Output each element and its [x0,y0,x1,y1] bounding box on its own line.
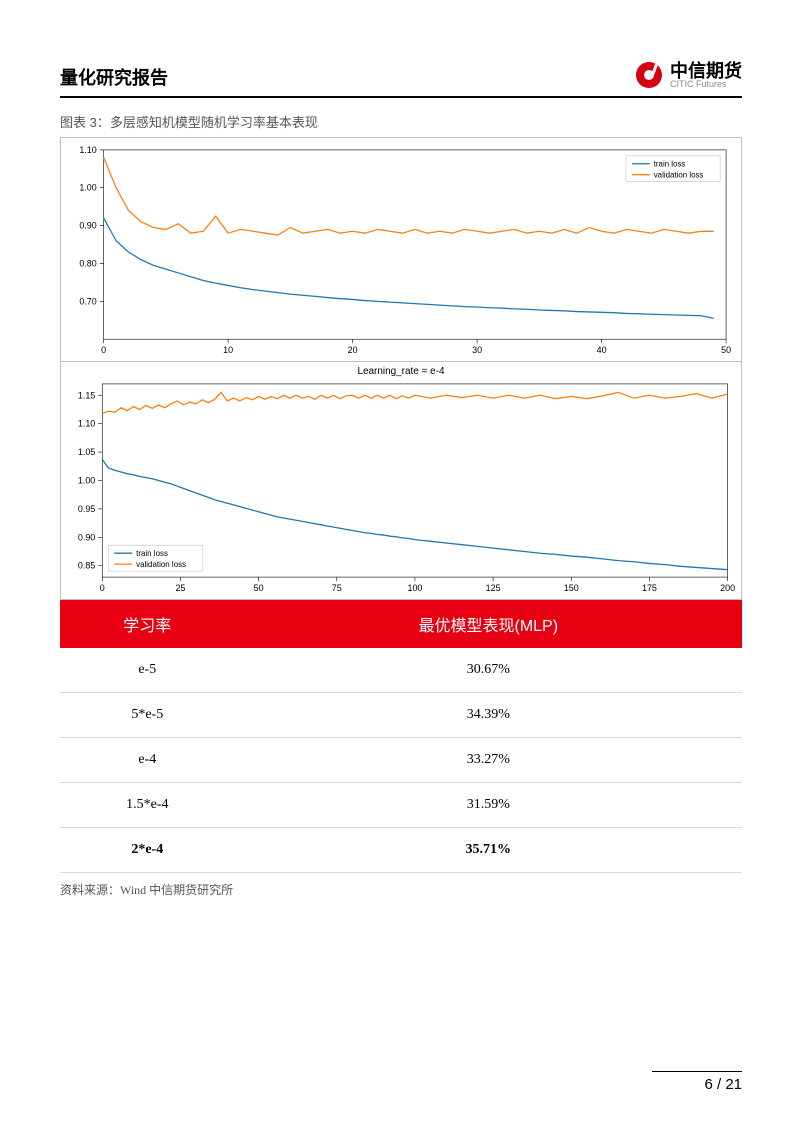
table-row: 2*e-435.71% [60,828,742,873]
chart-2: Learning_rate = e-4 0.85 0.90 0.95 1.00 1.05 1… [60,362,742,600]
svg-text:100: 100 [407,583,422,593]
logo-icon [634,60,664,90]
table-cell: 31.59% [235,783,742,828]
table-header-cell: 学习率 [60,600,235,648]
source-note: 资料来源：Wind 中信期货研究所 [60,881,742,898]
logo-en: CITIC Futures [670,80,742,89]
svg-text:25: 25 [175,583,185,593]
page-total: 21 [725,1076,742,1093]
svg-text:1.15: 1.15 [78,390,95,400]
svg-text:40: 40 [597,345,607,355]
svg-text:175: 175 [642,583,657,593]
svg-text:validation loss: validation loss [136,560,186,569]
svg-text:125: 125 [486,583,501,593]
svg-text:1.10: 1.10 [78,419,95,429]
svg-text:0.85: 0.85 [78,561,95,571]
svg-text:10: 10 [223,345,233,355]
brand-logo: 中信期货 CITIC Futures [634,60,742,90]
table-cell: e-4 [60,738,235,783]
svg-text:0.70: 0.70 [79,296,96,306]
table-cell: e-5 [60,648,235,693]
svg-text:0.95: 0.95 [78,504,95,514]
svg-text:1.00: 1.00 [78,475,95,485]
svg-text:0.90: 0.90 [78,532,95,542]
figure-caption: 图表 3：多层感知机模型随机学习率基本表现 [60,112,742,131]
svg-text:0: 0 [101,345,106,355]
svg-text:train loss: train loss [654,160,686,169]
svg-text:75: 75 [332,583,342,593]
table-cell: 5*e-5 [60,693,235,738]
svg-text:1.00: 1.00 [79,183,96,193]
page-header: 量化研究报告 中信期货 CITIC Futures [60,60,742,98]
svg-text:50: 50 [721,345,731,355]
chart-1: 0.70 0.80 0.90 1.00 1.10 0 10 20 30 40 50 train los… [60,137,742,362]
svg-text:1.05: 1.05 [78,447,95,457]
table-row: 1.5*e-431.59% [60,783,742,828]
page-number: 6 / 21 [652,1071,742,1093]
page-current: 6 [704,1076,712,1093]
table-cell: 30.67% [235,648,742,693]
svg-text:20: 20 [348,345,358,355]
svg-text:30: 30 [472,345,482,355]
svg-text:0: 0 [100,583,105,593]
table-row: 5*e-534.39% [60,693,742,738]
svg-text:Learning_rate = e-4: Learning_rate = e-4 [357,366,444,377]
table-cell: 33.27% [235,738,742,783]
table-row: e-433.27% [60,738,742,783]
table-row: e-530.67% [60,648,742,693]
svg-text:200: 200 [720,583,735,593]
page-sep: / [713,1076,726,1093]
table-cell: 34.39% [235,693,742,738]
logo-cn: 中信期货 [670,62,742,80]
svg-text:train loss: train loss [136,549,168,558]
table-cell: 35.71% [235,828,742,873]
results-table: 学习率最优模型表现(MLP) e-530.67%5*e-534.39%e-433… [60,600,742,873]
table-cell: 2*e-4 [60,828,235,873]
table-header-cell: 最优模型表现(MLP) [235,600,742,648]
svg-text:150: 150 [564,583,579,593]
svg-text:validation loss: validation loss [654,171,704,180]
svg-text:0.90: 0.90 [79,221,96,231]
report-title: 量化研究报告 [60,64,168,90]
table-cell: 1.5*e-4 [60,783,235,828]
svg-text:1.10: 1.10 [79,145,96,155]
svg-text:50: 50 [254,583,264,593]
svg-text:0.80: 0.80 [79,258,96,268]
